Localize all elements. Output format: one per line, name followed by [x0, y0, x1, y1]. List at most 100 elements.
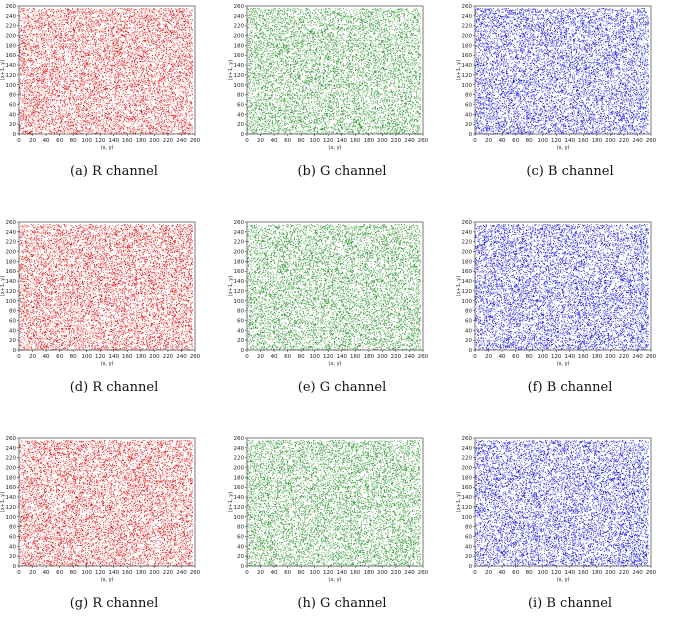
scatter-point [133, 103, 134, 104]
scatter-point [89, 40, 90, 41]
scatter-point [191, 63, 192, 64]
scatter-point [64, 127, 65, 128]
scatter-point [146, 25, 147, 26]
scatter-point [89, 87, 90, 88]
scatter-point [136, 50, 137, 51]
scatter-point [21, 65, 22, 66]
scatter-point [21, 129, 22, 130]
scatter-point [36, 20, 37, 21]
scatter-point [83, 61, 84, 62]
scatter-point [140, 18, 141, 19]
scatter-point [117, 63, 118, 64]
scatter-point [40, 85, 41, 86]
scatter-point [48, 111, 49, 112]
scatter-point [133, 81, 134, 82]
scatter-point [107, 15, 108, 16]
scatter-point [96, 53, 97, 54]
scatter-point [166, 126, 167, 127]
scatter-point [19, 32, 20, 33]
scatter-point [129, 27, 130, 28]
scatter-point [115, 122, 116, 123]
scatter-point [21, 74, 22, 75]
scatter-point [135, 39, 136, 40]
scatter-point [64, 86, 65, 87]
scatter-point [84, 116, 85, 117]
scatter-point [85, 67, 86, 68]
scatter-point [26, 56, 27, 57]
scatter-point [57, 13, 58, 14]
scatter-point [115, 45, 116, 46]
scatter-point [111, 128, 112, 129]
scatter-point [29, 115, 30, 116]
scatter-point [132, 132, 133, 133]
scatter-point [133, 58, 134, 59]
scatter-point [148, 95, 149, 96]
scatter-point [145, 11, 146, 12]
scatter-point [39, 15, 40, 16]
scatter-point [131, 39, 132, 40]
scatter-point [44, 127, 45, 128]
scatter-point [32, 63, 33, 64]
scatter-point [76, 60, 77, 61]
scatter-point [60, 59, 61, 60]
scatter-point [139, 119, 140, 120]
scatter-point [53, 33, 54, 34]
scatter-point [65, 115, 66, 116]
scatter-point [139, 88, 140, 89]
scatter-point [173, 46, 174, 47]
scatter-point [101, 58, 102, 59]
scatter-point [173, 99, 174, 100]
scatter-point [181, 88, 182, 89]
scatter-point [142, 101, 143, 102]
scatter-point [39, 10, 40, 11]
scatter-point [136, 9, 137, 10]
scatter-point [172, 115, 173, 116]
scatter-point [121, 24, 122, 25]
scatter-point [38, 58, 39, 59]
scatter-point [161, 80, 162, 81]
scatter-point [124, 20, 125, 21]
scatter-point [75, 64, 76, 65]
scatter-point [82, 117, 83, 118]
scatter-point [36, 12, 37, 13]
scatter-point [163, 78, 164, 79]
scatter-point [186, 79, 187, 80]
scatter-point [92, 73, 93, 74]
scatter-point [134, 14, 135, 15]
scatter-point [188, 75, 189, 76]
scatter-point [140, 55, 141, 56]
scatter-point [52, 93, 53, 94]
scatter-point [91, 112, 92, 113]
scatter-point [73, 130, 74, 131]
scatter-point [53, 75, 54, 76]
scatter-point [177, 57, 178, 58]
scatter-point [96, 78, 97, 79]
scatter-point [140, 61, 141, 62]
scatter-point [31, 31, 32, 32]
scatter-point [39, 34, 40, 35]
scatter-point [99, 93, 100, 94]
scatter-point [154, 83, 155, 84]
scatter-point [51, 71, 52, 72]
scatter-point [58, 68, 59, 69]
scatter-point [36, 22, 37, 23]
scatter-point [104, 82, 105, 83]
scatter-point [183, 54, 184, 55]
scatter-point [162, 57, 163, 58]
scatter-point [55, 47, 56, 48]
scatter-point [83, 56, 84, 57]
scatter-point [131, 48, 132, 49]
scatter-point [109, 103, 110, 104]
scatter-point [43, 104, 44, 105]
scatter-point [21, 120, 22, 121]
scatter-point [24, 20, 25, 21]
scatter-point [192, 15, 193, 16]
scatter-point [61, 115, 62, 116]
scatter-point [53, 13, 54, 14]
scatter-point [33, 15, 34, 16]
scatter-point [46, 126, 47, 127]
scatter-point [41, 34, 42, 35]
scatter-point [91, 104, 92, 105]
scatter-point [117, 13, 118, 14]
scatter-point [160, 76, 161, 77]
